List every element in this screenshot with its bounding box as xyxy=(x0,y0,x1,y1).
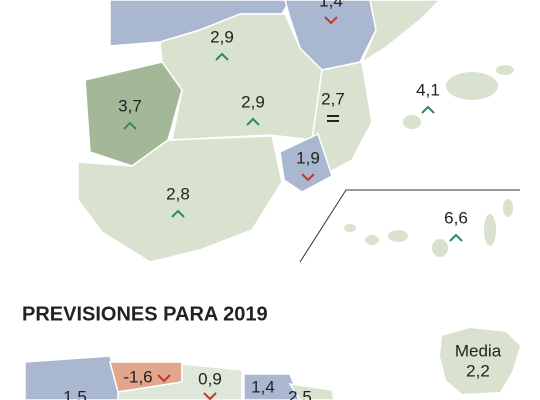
trend-down xyxy=(203,392,217,400)
island xyxy=(344,224,356,232)
average-value: 2,2 xyxy=(466,361,490,380)
trend-down xyxy=(157,374,171,383)
trend-up xyxy=(246,117,260,126)
region-value: -1,6 xyxy=(123,367,152,386)
region xyxy=(243,373,301,400)
region-value: 2,7 xyxy=(321,89,345,108)
region-value: 1,4 xyxy=(251,377,275,396)
region-value: 1,5 xyxy=(63,387,87,400)
trend-down xyxy=(301,173,315,182)
average-label: Media xyxy=(455,341,502,360)
trend-up xyxy=(171,209,185,218)
region-value: 4,1 xyxy=(416,80,440,99)
trend-up xyxy=(215,52,229,61)
island xyxy=(432,239,448,257)
map-2018 xyxy=(77,0,520,263)
region xyxy=(117,363,243,400)
region-value: 6,6 xyxy=(444,208,468,227)
trend-up xyxy=(123,121,137,130)
region-value: 1,4 xyxy=(319,0,343,10)
region-value: 2,9 xyxy=(210,27,234,46)
island xyxy=(446,72,498,100)
region xyxy=(279,132,333,193)
region-value: 0,9 xyxy=(198,369,222,388)
region xyxy=(360,0,442,64)
region xyxy=(288,383,335,400)
island xyxy=(365,235,379,245)
island xyxy=(484,214,496,246)
region-value: 1,9 xyxy=(296,148,320,167)
trend-down xyxy=(324,16,338,25)
trend-up xyxy=(449,233,463,242)
island xyxy=(388,230,408,242)
trend-up xyxy=(421,105,435,114)
region-value: 2,5 xyxy=(288,387,312,400)
section-title: PREVISIONES PARA 2019 xyxy=(22,303,268,325)
island xyxy=(503,199,513,217)
average-map xyxy=(440,328,520,394)
region-value: 2,9 xyxy=(241,92,265,111)
island xyxy=(496,65,514,75)
region xyxy=(24,355,123,400)
map-2019 xyxy=(24,328,520,400)
region xyxy=(77,135,283,263)
island xyxy=(403,115,421,129)
inset-frame xyxy=(299,189,520,263)
region-value: 2,8 xyxy=(166,184,190,203)
region-value: 3,7 xyxy=(118,96,142,115)
